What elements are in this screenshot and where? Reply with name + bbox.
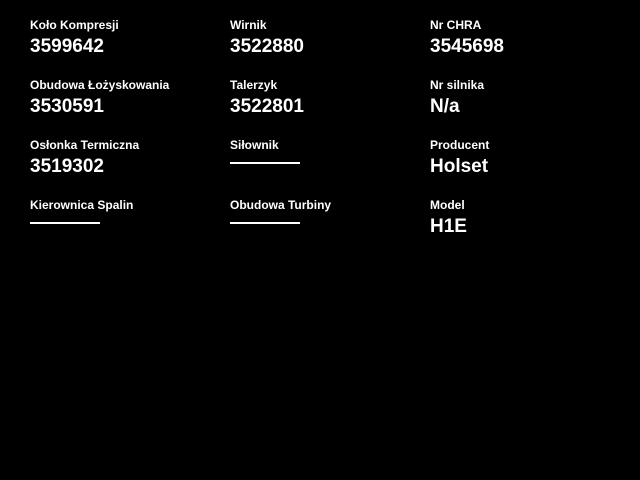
field-kolo-kompresji: Koło Kompresji 3599642 [30,18,230,58]
field-nr-silnika: Nr silnika N/a [430,78,630,118]
field-value: 3599642 [30,36,104,57]
field-obudowa-turbiny: Obudowa Turbiny [230,198,430,238]
field-label: Kierownica Spalin [30,198,134,212]
field-value: H1E [430,216,467,237]
field-label: Model [430,198,465,212]
field-value: 3530591 [30,96,104,117]
field-label: Producent [430,138,490,152]
field-label: Wirnik [230,18,267,32]
field-value: 3519302 [30,156,104,177]
field-value-slot: 3530591 [30,96,230,118]
field-value: N/a [430,96,460,117]
field-value-slot: 3599642 [30,36,230,58]
field-value-slot: 3519302 [30,156,230,178]
field-label: Koło Kompresji [30,18,119,32]
field-label: Osłonka Termiczna [30,138,140,152]
field-value: 3522801 [230,96,304,117]
field-model: Model H1E [430,198,630,238]
field-label: Nr CHRA [430,18,482,32]
field-label: Nr silnika [430,78,485,92]
field-value-slot: N/a [430,96,630,118]
field-value-slot: 3522801 [230,96,430,118]
field-kierownica-spalin: Kierownica Spalin [30,198,230,238]
field-value-slot [230,162,430,184]
field-oslonka-termiczna: Osłonka Termiczna 3519302 [30,138,230,178]
field-producent: Producent Holset [430,138,630,178]
field-value-slot [30,222,230,244]
field-value-slot: H1E [430,216,630,238]
field-wirnik: Wirnik 3522880 [230,18,430,58]
field-talerzyk: Talerzyk 3522801 [230,78,430,118]
field-value-slot: Holset [430,156,630,178]
field-silownik: Siłownik [230,138,430,178]
field-obudowa-lozyskowania: Obudowa Łożyskowania 3530591 [30,78,230,118]
field-label: Obudowa Łożyskowania [30,78,170,92]
field-value-slot: 3522880 [230,36,430,58]
parts-grid: Koło Kompresji 3599642 Wirnik 3522880 Nr… [30,18,640,238]
field-label: Siłownik [230,138,279,152]
empty-value-line [230,162,300,164]
field-value-slot [230,222,430,244]
field-value: 3545698 [430,36,504,57]
empty-value-line [230,222,300,224]
field-label: Obudowa Turbiny [230,198,332,212]
field-label: Talerzyk [230,78,278,92]
empty-value-line [30,222,100,224]
field-value: 3522880 [230,36,304,57]
field-nr-chra: Nr CHRA 3545698 [430,18,630,58]
field-value-slot: 3545698 [430,36,630,58]
field-value: Holset [430,156,489,177]
